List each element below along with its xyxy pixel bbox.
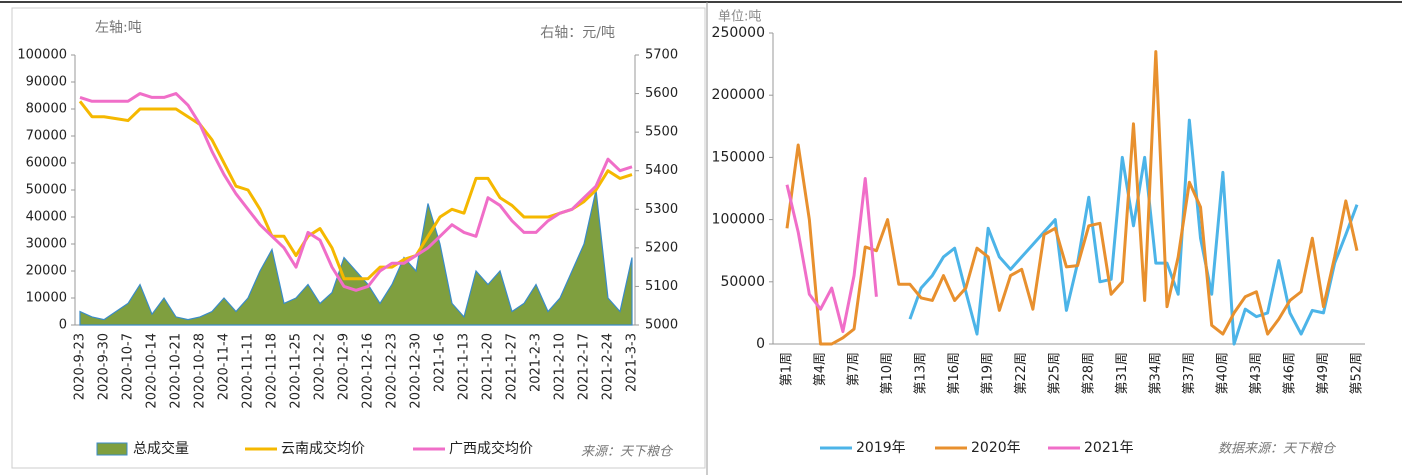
- x-tick-label: 第31周: [1115, 352, 1130, 395]
- x-tick-label: 第28周: [1081, 352, 1096, 395]
- legend-label: 2021年: [1084, 440, 1134, 456]
- line: [785, 50, 1359, 346]
- left-panel-frame: [11, 7, 706, 469]
- legend-label: 2019年: [856, 440, 906, 456]
- x-tick-label: 2021-1-13: [457, 333, 472, 400]
- y2-tick-label: 5700: [645, 48, 678, 63]
- legend-label: 总成交量: [133, 440, 189, 457]
- x-tick-label: 2020-9-30: [97, 333, 112, 400]
- x-tick-label: 第13周: [914, 352, 929, 395]
- x-tick-label: 2020-10-7: [121, 333, 136, 400]
- y2-tick-label: 5300: [645, 202, 678, 217]
- y2-tick-label: 5600: [645, 86, 678, 101]
- x-tick-label: 2020-10-14: [145, 333, 160, 409]
- x-tick-label: 第49周: [1316, 352, 1331, 395]
- x-tick-label: 2021-2-24: [601, 333, 616, 400]
- source: 数据来源：天下粮仓: [1218, 442, 1337, 457]
- y-tick-label: 80000: [26, 102, 67, 117]
- x-tick-label: 第16周: [947, 352, 962, 395]
- y-tick-label: 50000: [720, 274, 765, 290]
- y-tick-label: 50000: [26, 183, 67, 198]
- x-tick-label: 第34周: [1148, 352, 1163, 395]
- x-tick-label: 2020-12-23: [385, 333, 400, 409]
- y-tick-label: 250000: [712, 25, 765, 41]
- y2-tick-label: 5100: [645, 279, 678, 294]
- y-tick-label: 60000: [26, 156, 67, 171]
- left-axis-unit: 左轴:吨: [95, 20, 142, 36]
- y-tick-label: 20000: [26, 264, 67, 279]
- x-tick-label: 2020-11-18: [265, 333, 280, 409]
- x-tick-label: 2021-2-10: [553, 333, 568, 400]
- y-tick-label: 0: [756, 336, 765, 352]
- x-tick-label: 2020-11-25: [289, 333, 304, 409]
- line: [79, 92, 633, 292]
- legend-swatch: [96, 442, 128, 456]
- legend-label: 2020年: [971, 440, 1021, 456]
- y-tick-label: 150000: [712, 149, 765, 165]
- x-tick-label: 2020-11-4: [217, 333, 232, 400]
- x-tick-label: 2020-12-30: [409, 333, 424, 409]
- y-tick-label: 100000: [712, 212, 765, 228]
- x-tick-label: 2021-2-17: [577, 333, 592, 400]
- y-tick-label: 0: [59, 318, 67, 333]
- x-tick-label: 2020-9-23: [73, 333, 88, 400]
- x-tick-label: 2021-1-20: [481, 333, 496, 400]
- x-tick-label: 第4周: [813, 352, 828, 386]
- y-tick-label: 70000: [26, 129, 67, 144]
- x-tick-label: 第1周: [780, 352, 795, 386]
- legend-label: 云南成交均价: [281, 440, 365, 457]
- legend-label: 广西成交均价: [449, 440, 533, 457]
- x-tick-label: 2021-1-6: [433, 333, 448, 392]
- line: [908, 118, 1359, 346]
- y2-tick-label: 5500: [645, 125, 678, 140]
- source: 来源：天下粮仓: [581, 445, 674, 460]
- x-tick-label: 2020-11-11: [241, 333, 256, 409]
- x-tick-label: 第40周: [1215, 352, 1230, 395]
- right-axis-unit: 右轴：元/吨: [540, 25, 615, 41]
- y-tick-label: 30000: [26, 237, 67, 252]
- x-tick-label: 2020-12-9: [337, 333, 352, 400]
- x-tick-label: 第22周: [1014, 352, 1029, 395]
- y2-tick-label: 5200: [645, 240, 678, 255]
- y2-tick-label: 5400: [645, 163, 678, 178]
- line: [785, 177, 878, 334]
- y2-tick-label: 5000: [645, 318, 678, 333]
- x-tick-label: 2020-10-28: [193, 333, 208, 409]
- y-tick-label: 90000: [26, 75, 67, 90]
- x-tick-label: 第46周: [1282, 352, 1297, 395]
- x-tick-label: 第43周: [1249, 352, 1264, 395]
- x-tick-label: 2020-12-16: [361, 333, 376, 409]
- unit-label: 单位:吨: [718, 10, 761, 25]
- x-tick-label: 2020-10-21: [169, 333, 184, 409]
- area: [79, 189, 633, 326]
- x-tick-label: 第37周: [1182, 352, 1197, 395]
- x-tick-label: 2021-2-3: [529, 333, 544, 392]
- line: [78, 100, 633, 281]
- x-tick-label: 2021-3-3: [625, 333, 640, 392]
- x-tick-label: 第19周: [981, 352, 996, 395]
- y-tick-label: 100000: [17, 48, 67, 63]
- x-tick-label: 第10周: [880, 352, 895, 395]
- x-tick-label: 第52周: [1350, 352, 1365, 395]
- y-tick-label: 40000: [26, 210, 67, 225]
- x-tick-label: 2021-1-27: [505, 333, 520, 400]
- y-tick-label: 200000: [712, 87, 765, 103]
- x-tick-label: 第7周: [847, 352, 862, 386]
- y-tick-label: 10000: [26, 291, 67, 306]
- x-tick-label: 第25周: [1048, 352, 1063, 395]
- x-tick-label: 2020-12-2: [313, 333, 328, 400]
